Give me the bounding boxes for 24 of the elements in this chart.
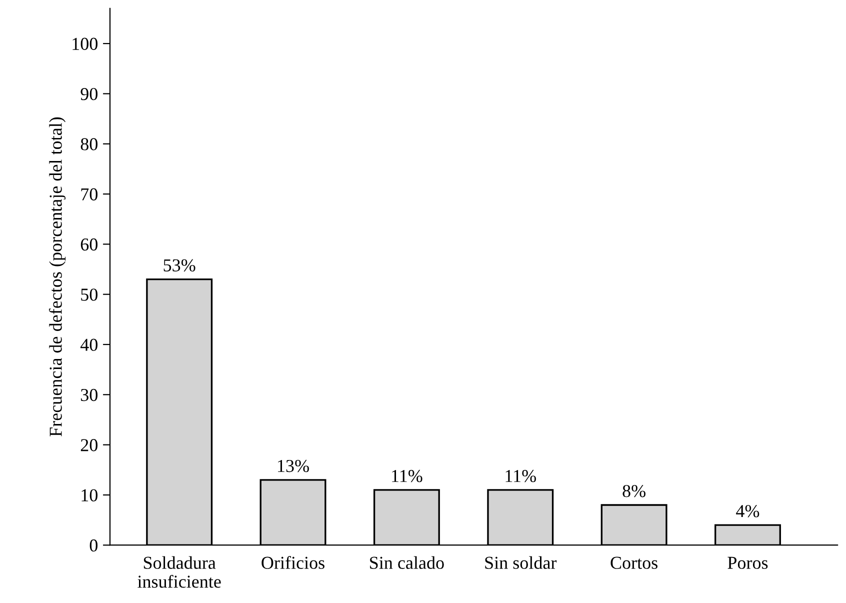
data-label: 8% xyxy=(622,484,646,498)
y-tick-label: 30 xyxy=(80,388,98,402)
x-tick-label: Cortos xyxy=(610,556,658,569)
x-tick-label: Sin calado xyxy=(370,556,444,569)
x-tick-label: Orificios xyxy=(262,556,324,569)
y-tick-label: 100 xyxy=(72,38,98,50)
y-axis-title: Frecuencia de defectos (porcentaje del total) xyxy=(48,117,66,436)
x-tick-label: Soldadura insuficiente xyxy=(138,556,221,588)
data-label: 11% xyxy=(506,470,536,482)
y-tick-label: 50 xyxy=(81,288,98,301)
y-tick-label: 70 xyxy=(81,188,98,200)
y-tick-label: 20 xyxy=(80,439,98,452)
x-tick-label: Poros xyxy=(728,556,768,569)
y-tick-label: 80 xyxy=(80,138,98,150)
y-tick-label: 60 xyxy=(80,238,98,251)
data-label: 53% xyxy=(164,259,196,272)
data-label: 11% xyxy=(392,470,422,482)
x-tick-label: Sin soldar xyxy=(485,556,557,569)
y-tick-label: 0 xyxy=(90,539,98,552)
y-tick-label: 10 xyxy=(82,489,98,502)
y-tick-label: 90 xyxy=(80,88,98,100)
y-tick-label: 40 xyxy=(80,338,98,351)
data-label: 4% xyxy=(736,505,760,518)
data-label: 13% xyxy=(278,460,309,472)
